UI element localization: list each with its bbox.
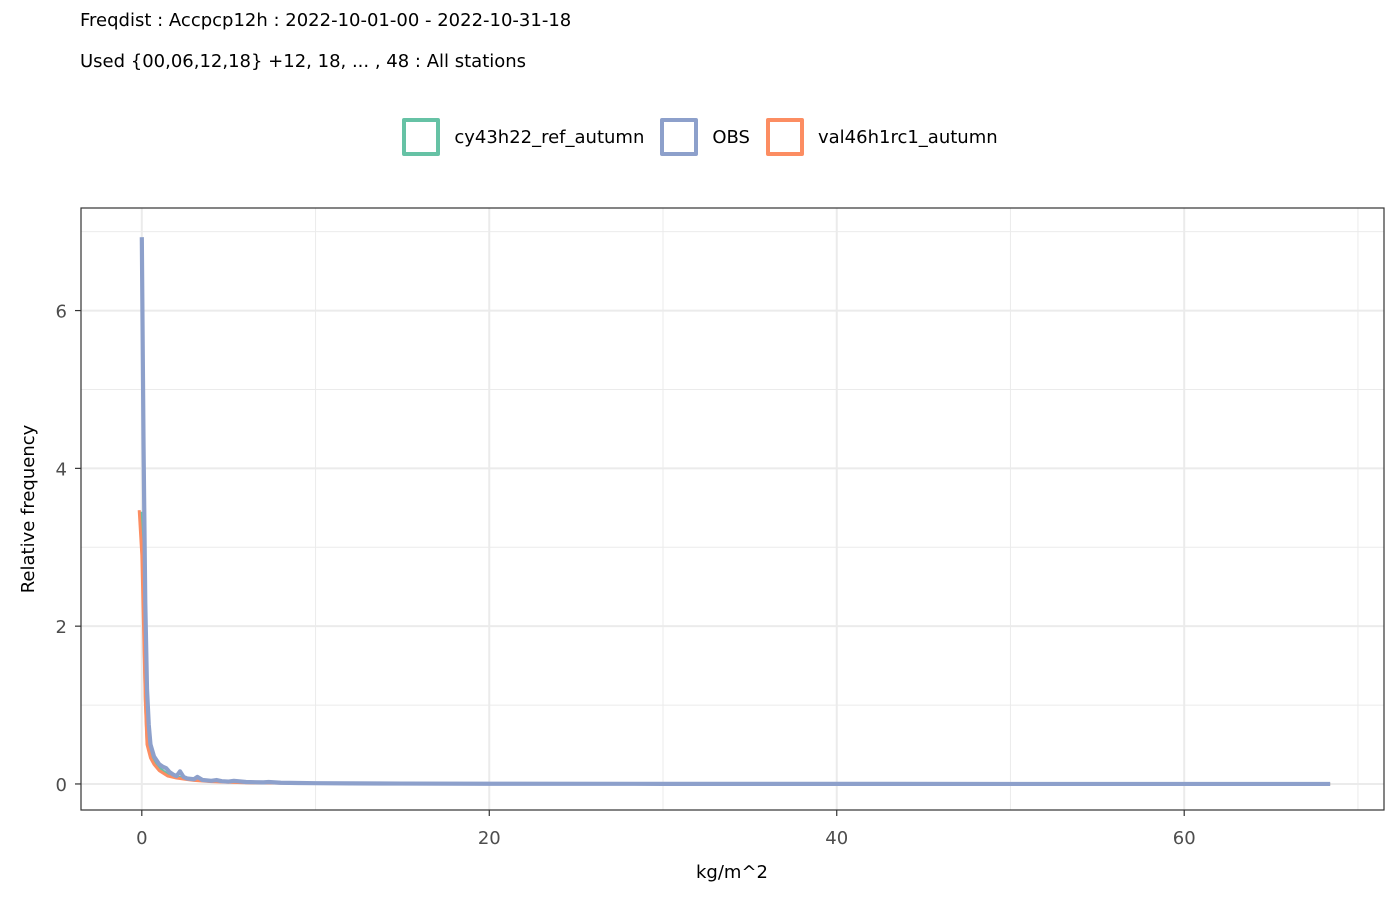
y-tick-label: 4	[56, 459, 67, 480]
grid-layer	[81, 208, 1384, 810]
chart-subtitle: Used {00,06,12,18} +12, 18, ... , 48 : A…	[80, 51, 527, 72]
x-tick-label: 20	[478, 828, 501, 849]
legend-key-cy43h22	[402, 118, 441, 156]
series-line-val46h1rc1-autumn	[137, 510, 1331, 786]
series-layer	[137, 237, 1331, 787]
legend-key-obs	[660, 118, 699, 156]
legend-label-obs: OBS	[712, 126, 750, 148]
x-tick-label: 60	[1173, 828, 1196, 849]
y-tick-label: 0	[56, 775, 67, 796]
legend-item-cy43h22: cy43h22_ref_autumn	[402, 118, 644, 156]
chart-title: Freqdist : Accpcp12h : 2022-10-01-00 - 2…	[80, 10, 572, 31]
legend-item-val46h1rc1: val46h1rc1_autumn	[766, 118, 998, 156]
y-axis-title: Relative frequency	[18, 424, 39, 593]
series-line-cy43h22-ref-autumn	[140, 511, 1331, 786]
legend-item-obs: OBS	[660, 118, 750, 156]
legend: cy43h22_ref_autumn OBS val46h1rc1_autumn	[0, 114, 1400, 160]
legend-label-cy43h22: cy43h22_ref_autumn	[454, 126, 645, 148]
x-tick-label: 40	[825, 828, 848, 849]
y-tick-label: 6	[56, 302, 67, 323]
axis-layer: 0 20 40 60 0 2 4 6	[56, 302, 1196, 849]
plot-panel-border	[80, 207, 1385, 811]
x-tick-label: 0	[136, 828, 147, 849]
x-axis-title: kg/m^2	[696, 862, 768, 883]
series-line-obs	[139, 237, 1331, 787]
y-tick-label: 2	[56, 617, 67, 638]
legend-key-val46h1rc1	[766, 118, 804, 156]
legend-label-val46h1rc1: val46h1rc1_autumn	[818, 126, 998, 148]
